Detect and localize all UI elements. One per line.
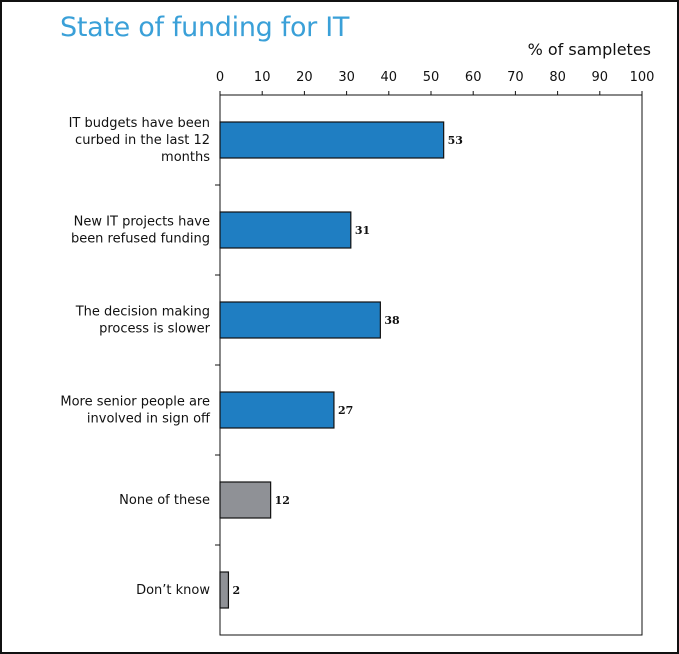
category-label: Don’t know (136, 583, 210, 598)
category-label-line: None of these (119, 493, 210, 508)
category-label: IT budgets have been curbed in the last 1… (69, 116, 211, 165)
x-tick-label: 80 (549, 70, 566, 85)
category-label-line: been refused funding (71, 232, 210, 247)
x-tick-label: 0 (216, 70, 224, 85)
category-label-line: The decision making (75, 305, 210, 320)
bar (219, 571, 230, 609)
category-label: The decision making process is slower (75, 305, 211, 337)
x-tick-label: 60 (465, 70, 482, 85)
x-tick-label: 10 (254, 70, 271, 85)
category-label-line: IT budgets have been (69, 116, 210, 131)
x-tick-label: 90 (592, 70, 609, 85)
x-tick-label: 30 (338, 70, 355, 85)
bar (219, 211, 352, 249)
bar (219, 391, 335, 429)
category-label-line: Don’t know (136, 583, 210, 598)
data-label: 27 (338, 404, 353, 417)
category-label-line: New IT projects have (74, 215, 210, 230)
plot-area (219, 94, 643, 636)
x-tick-label: 70 (507, 70, 524, 85)
chart-title: State of funding for IT (60, 12, 350, 43)
x-tick-label: 100 (630, 70, 655, 85)
category-label-line: process is slower (99, 322, 211, 337)
data-label: 31 (355, 224, 370, 237)
x-tick-label: 50 (423, 70, 440, 85)
bar (219, 121, 445, 159)
data-label: 2 (232, 584, 240, 597)
data-label: 53 (448, 134, 463, 147)
category-label: More senior people are involved in sign o… (60, 395, 211, 427)
category-label: New IT projects have been refused funding (71, 215, 210, 247)
category-label: None of these (119, 493, 210, 508)
x-axis-label: % of sampletes (527, 40, 651, 59)
category-label-line: More senior people are (60, 395, 210, 410)
category-label-line: involved in sign off (87, 412, 211, 427)
bar (219, 301, 381, 339)
bar (219, 481, 272, 519)
data-label: 38 (384, 314, 400, 327)
category-label-line: months (161, 150, 210, 165)
x-tick-label: 40 (381, 70, 398, 85)
x-tick-label: 20 (296, 70, 313, 85)
data-label: 12 (275, 494, 290, 507)
category-label-line: curbed in the last 12 (75, 133, 210, 148)
